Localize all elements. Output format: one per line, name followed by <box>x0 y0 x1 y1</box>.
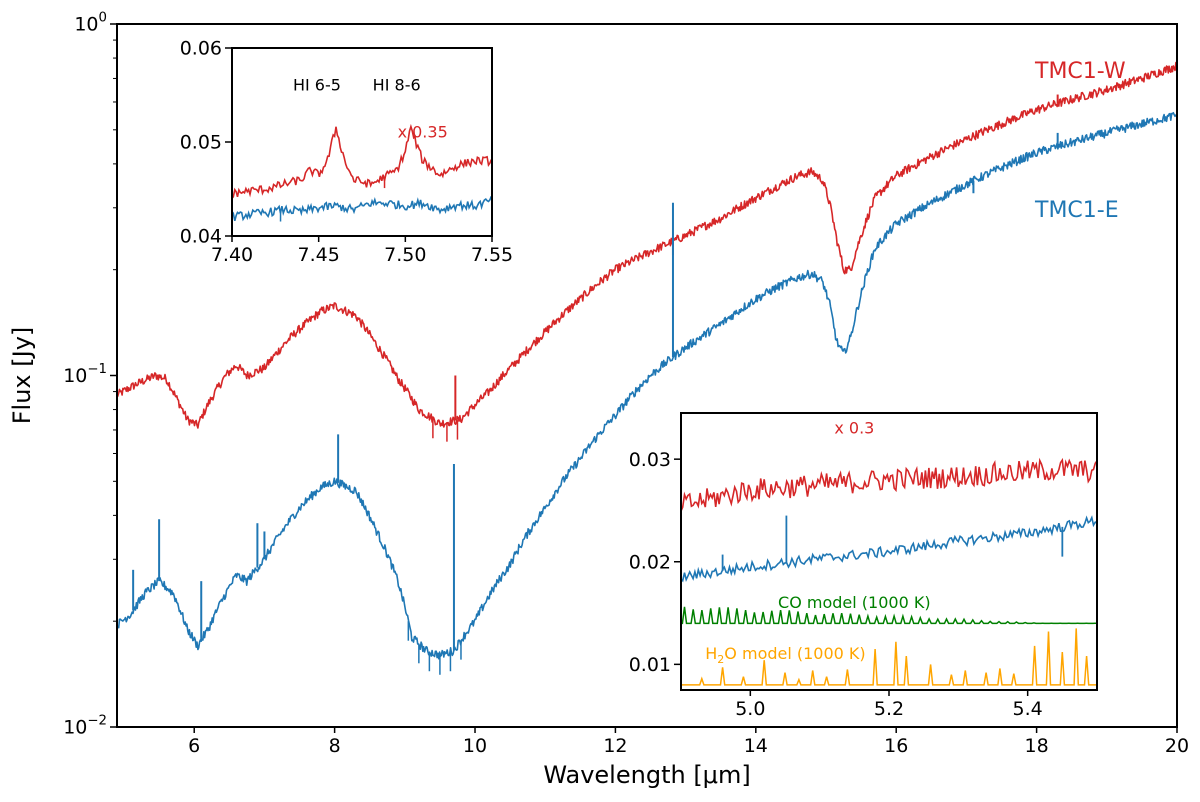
x-tick-label: 5.4 <box>1013 698 1043 720</box>
inset-annotation: H2O model (1000 K) <box>705 644 865 666</box>
x-tick-label: 7.55 <box>471 244 513 266</box>
x-tick-label: 7.50 <box>384 244 426 266</box>
inset-spectrum-tmc1-e <box>681 515 1097 583</box>
y-tick-label: 0.04 <box>180 226 222 248</box>
y-tick-label: 0.03 <box>629 449 671 471</box>
x-tick-label: 16 <box>884 735 908 757</box>
spectrum-line <box>117 111 1177 660</box>
plot-frame <box>680 412 1098 691</box>
x-tick-label: 14 <box>744 735 768 757</box>
inset-annotation: HI 8-6 <box>373 75 421 94</box>
h2o-model-line <box>681 628 1097 686</box>
x-tick-label: 8 <box>329 735 341 757</box>
x-tick-label: 7.45 <box>298 244 340 266</box>
plot-frame <box>116 23 1178 728</box>
series-tmc1-e <box>117 111 1177 675</box>
x-tick-label: 12 <box>603 735 627 757</box>
y-tick-label: 0.01 <box>629 654 671 676</box>
inset-annotation: x 0.35 <box>398 122 448 141</box>
inset-co-water: 5.0 5.2 5.4 0.01 0.02 0.03 x 0.3 CO model (1000… <box>629 412 1098 720</box>
inset-spectrum-tmc1-w <box>232 123 492 199</box>
inset-annotation: x 0.3 <box>834 419 874 438</box>
inset-spectrum-tmc1-e <box>232 196 492 222</box>
x-tick-label: 7.40 <box>211 244 253 266</box>
y-axis-label: Flux [Jy] <box>8 327 36 425</box>
x-tick-label: 5.0 <box>735 698 765 720</box>
series-label-tmc1-e: TMC1-E <box>1034 198 1119 223</box>
y-tick-label: 10−2 <box>63 714 107 739</box>
y-tick-label: 10−1 <box>63 362 107 387</box>
y-tick-label: 100 <box>74 11 107 36</box>
inset-annotation: CO model (1000 K) <box>778 593 931 612</box>
x-tick-label: 5.2 <box>874 698 904 720</box>
spectrum-line <box>117 61 1177 429</box>
x-tick-label: 6 <box>188 735 200 757</box>
inset-hi-lines: 7.40 7.45 7.50 7.55 0.04 0.05 0.06 HI 6-5 HI 8-6… <box>180 38 513 266</box>
x-tick-label: 10 <box>463 735 487 757</box>
series-label-tmc1-w: TMC1-W <box>1034 59 1126 84</box>
y-tick-label: 0.05 <box>180 132 222 154</box>
y-tick-label: 0.02 <box>629 551 671 573</box>
co-model-line <box>681 606 1097 625</box>
inset-annotation: HI 6-5 <box>293 75 341 94</box>
inset-spectrum-tmc1-w <box>681 457 1097 512</box>
plot-frame <box>231 47 493 237</box>
y-tick-label: 0.06 <box>180 38 222 60</box>
x-tick-label: 18 <box>1025 735 1049 757</box>
x-axis-label: Wavelength [μm] <box>543 761 750 789</box>
x-tick-label: 20 <box>1165 735 1189 757</box>
